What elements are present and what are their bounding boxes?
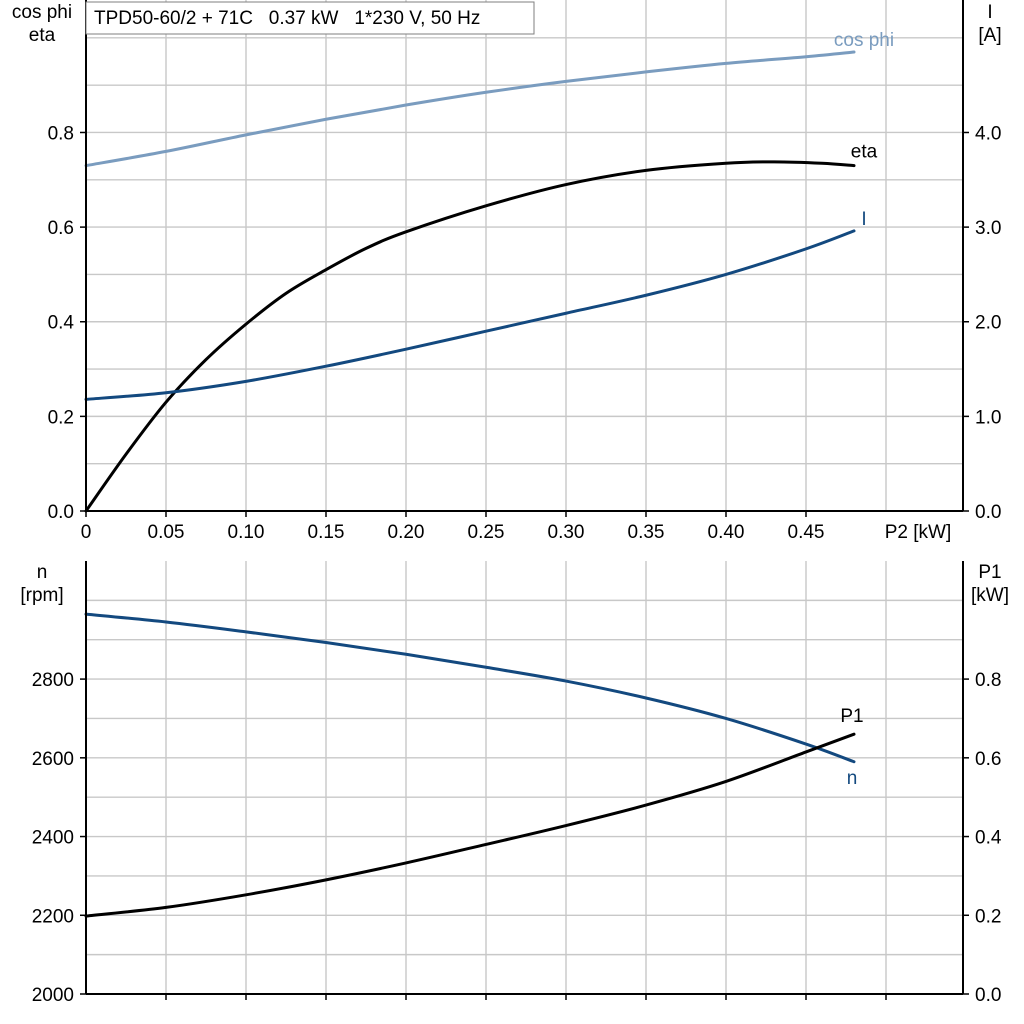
right-tick-label: 0.0 bbox=[975, 985, 1001, 1006]
series-layer bbox=[84, 50, 856, 918]
left-tick-label: 0.8 bbox=[48, 123, 74, 144]
right-axis-title: P1 bbox=[978, 562, 1001, 583]
right-axis-title: I bbox=[987, 2, 992, 23]
left-axis-title: cos phi bbox=[12, 2, 72, 23]
right-tick-label: 0.8 bbox=[975, 670, 1001, 691]
right-tick-label: 0.4 bbox=[975, 828, 1002, 849]
x-tick-label: 0.15 bbox=[308, 522, 345, 543]
series-line-cos-phi bbox=[84, 50, 856, 168]
left-tick-label: 2800 bbox=[32, 670, 74, 691]
x-tick-label: 0.35 bbox=[628, 522, 665, 543]
left-tick-label: 0.0 bbox=[48, 502, 74, 523]
x-tick-label: 0.40 bbox=[708, 522, 745, 543]
left-tick-label: 2200 bbox=[32, 906, 74, 927]
series-line-eta bbox=[84, 160, 856, 513]
right-tick-label: 1.0 bbox=[975, 407, 1001, 428]
right-tick-label: 3.0 bbox=[975, 218, 1001, 239]
right-tick-label: 0.6 bbox=[975, 749, 1001, 770]
series-line-p1 bbox=[84, 732, 856, 918]
left-axis-title: n bbox=[37, 562, 48, 583]
left-tick-label: 0.4 bbox=[48, 313, 75, 334]
x-tick-label: 0.10 bbox=[228, 522, 265, 543]
right-tick-label: 2.0 bbox=[975, 313, 1001, 334]
left-axis-title: eta bbox=[29, 25, 56, 46]
x-tick-label: 0 bbox=[81, 522, 92, 543]
grid-layer bbox=[86, 0, 963, 994]
left-axis-title: [rpm] bbox=[20, 585, 63, 606]
title-box: TPD50-60/2 + 71C 0.37 kW 1*230 V, 50 Hz bbox=[85, 1, 535, 35]
series-label-cos-phi: cos phi bbox=[834, 30, 894, 51]
series-label-eta: eta bbox=[851, 142, 878, 163]
title-box-frame bbox=[85, 1, 535, 35]
right-tick-label: 0.0 bbox=[975, 502, 1001, 523]
x-tick-label: 0.20 bbox=[388, 522, 425, 543]
right-axis-title: [A] bbox=[978, 25, 1001, 46]
left-tick-label: 0.2 bbox=[48, 407, 74, 428]
series-line-i bbox=[84, 229, 856, 401]
left-tick-label: 2600 bbox=[32, 749, 74, 770]
series-label-i: I bbox=[861, 209, 866, 230]
series-label-n: n bbox=[847, 768, 858, 789]
text-layer: 0.0 0.2 0.4 0.6 0.8 0.0 1.0 2.0 3.0 4.0 0 0.05 0.10 0… bbox=[12, 2, 1009, 1006]
x-tick-label: 0.45 bbox=[788, 522, 825, 543]
series-line-n bbox=[84, 612, 856, 764]
x-tick-label: 0.05 bbox=[148, 522, 185, 543]
series-label-p1: P1 bbox=[840, 706, 863, 727]
x-axis-title: P2 [kW] bbox=[885, 522, 952, 543]
x-tick-label: 0.25 bbox=[468, 522, 505, 543]
x-tick-label: 0.30 bbox=[548, 522, 585, 543]
left-tick-label: 2000 bbox=[32, 985, 74, 1006]
right-axis-title: [kW] bbox=[971, 585, 1009, 606]
left-tick-label: 2400 bbox=[32, 828, 74, 849]
right-tick-label: 4.0 bbox=[975, 123, 1001, 144]
chart-title: TPD50-60/2 + 71C 0.37 kW 1*230 V, 50 Hz bbox=[94, 8, 480, 29]
left-tick-label: 0.6 bbox=[48, 218, 74, 239]
axes-layer bbox=[80, 0, 969, 1000]
right-tick-label: 0.2 bbox=[975, 906, 1001, 927]
